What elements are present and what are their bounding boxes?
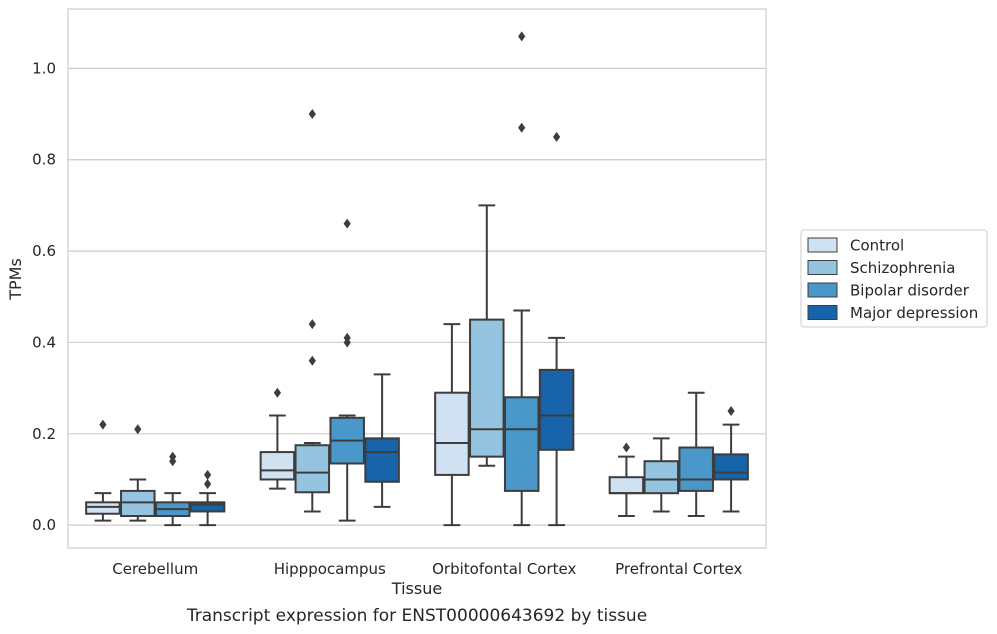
legend-frame [800, 229, 988, 328]
y-tick-label: 0.0 [32, 516, 56, 534]
legend-label: Bipolar disorder [850, 282, 970, 300]
outlier-point [308, 319, 316, 330]
outlier-point [727, 405, 735, 416]
gridlines [68, 67, 766, 526]
y-axis-ticks: 0.0 0.2 0.4 0.6 0.8 1.0 [32, 59, 56, 534]
x-tick-label: Prefrontal Cortex [615, 560, 742, 578]
box-group [364, 373, 400, 508]
legend-swatch [807, 260, 838, 275]
box-group [329, 218, 365, 522]
box-group [538, 131, 575, 527]
x-tick-label: Cerebellum [112, 560, 198, 578]
chart-caption: Transcript expression for ENST0000064369… [186, 606, 647, 626]
box-group [503, 31, 540, 527]
outlier-point [553, 131, 561, 142]
legend-swatch [807, 282, 838, 298]
legend-swatch [807, 305, 838, 320]
y-tick-label: 0.2 [32, 425, 56, 443]
outlier-point [518, 31, 526, 42]
plot-boxes [85, 31, 749, 527]
box-iqr [294, 444, 331, 494]
box-group [294, 109, 331, 513]
box-group [154, 451, 191, 527]
box-iqr [713, 453, 749, 481]
outlier-point [273, 387, 281, 398]
outlier-point [308, 109, 316, 120]
outlier-point [343, 337, 351, 348]
box-iqr [85, 501, 121, 515]
box-iqr [469, 318, 505, 458]
box-iqr [434, 391, 470, 476]
y-axis-label: TPMs [6, 258, 25, 301]
legend-label: Major depression [850, 304, 978, 322]
box-group [713, 405, 749, 513]
outlier-point [518, 122, 526, 133]
x-axis-ticks: Cerebellum Hipppocampus Orbitofontal Corte… [112, 560, 742, 578]
x-tick-label: Hipppocampus [274, 560, 386, 578]
box-group [434, 323, 470, 527]
x-tick-label: Orbitofontal Cortex [432, 560, 576, 578]
outlier-point [622, 442, 630, 453]
legend: Control Schizophrenia Bipolar disorder Majo… [800, 229, 988, 328]
box-iqr [643, 460, 680, 495]
box-group [678, 391, 714, 518]
box-group [643, 437, 680, 513]
plot-frame [67, 8, 767, 549]
outlier-point [343, 218, 351, 229]
box-iqr [608, 476, 645, 495]
outlier-point [99, 419, 107, 430]
box-iqr [678, 446, 714, 492]
outlier-point [169, 456, 177, 467]
outlier-point [134, 424, 142, 435]
box-iqr [189, 501, 226, 513]
y-tick-label: 0.4 [32, 333, 56, 351]
legend-label: Control [850, 237, 904, 255]
legend-items: Control Schizophrenia Bipolar disorder Majo… [807, 237, 978, 322]
box-group [120, 424, 156, 522]
box-iqr [259, 451, 296, 481]
y-tick-label: 1.0 [32, 59, 56, 77]
outlier-point [308, 355, 316, 366]
outlier-point [204, 469, 212, 480]
box-iqr [364, 437, 400, 483]
y-tick-label: 0.6 [32, 242, 56, 260]
legend-label: Schizophrenia [850, 259, 955, 277]
box-group [608, 442, 645, 518]
outlier-point [204, 479, 212, 490]
box-group [189, 469, 226, 527]
y-tick-label: 0.8 [32, 151, 56, 169]
box-group [259, 387, 296, 490]
x-axis-label: Tissue [391, 579, 442, 598]
legend-swatch [807, 237, 838, 253]
box-iqr [538, 368, 575, 451]
box-group [85, 419, 121, 522]
box-iqr [120, 489, 156, 518]
box-group [469, 204, 505, 467]
box-iqr [503, 396, 540, 492]
